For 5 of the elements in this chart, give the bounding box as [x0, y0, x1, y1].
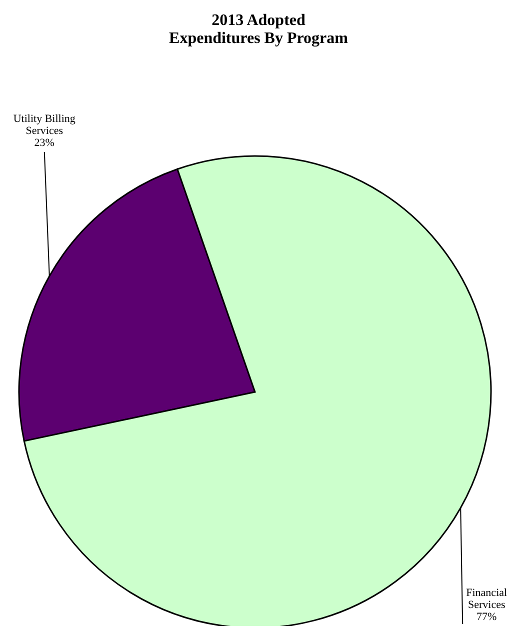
slice-label: Utility Billing Services [13, 113, 76, 137]
data-label: 77% [476, 611, 497, 623]
slice-label: Financial Services [466, 587, 508, 611]
data-label: 23% [34, 137, 54, 149]
chart-title: 2013 Adopted Expenditures By Program [168, 11, 349, 49]
